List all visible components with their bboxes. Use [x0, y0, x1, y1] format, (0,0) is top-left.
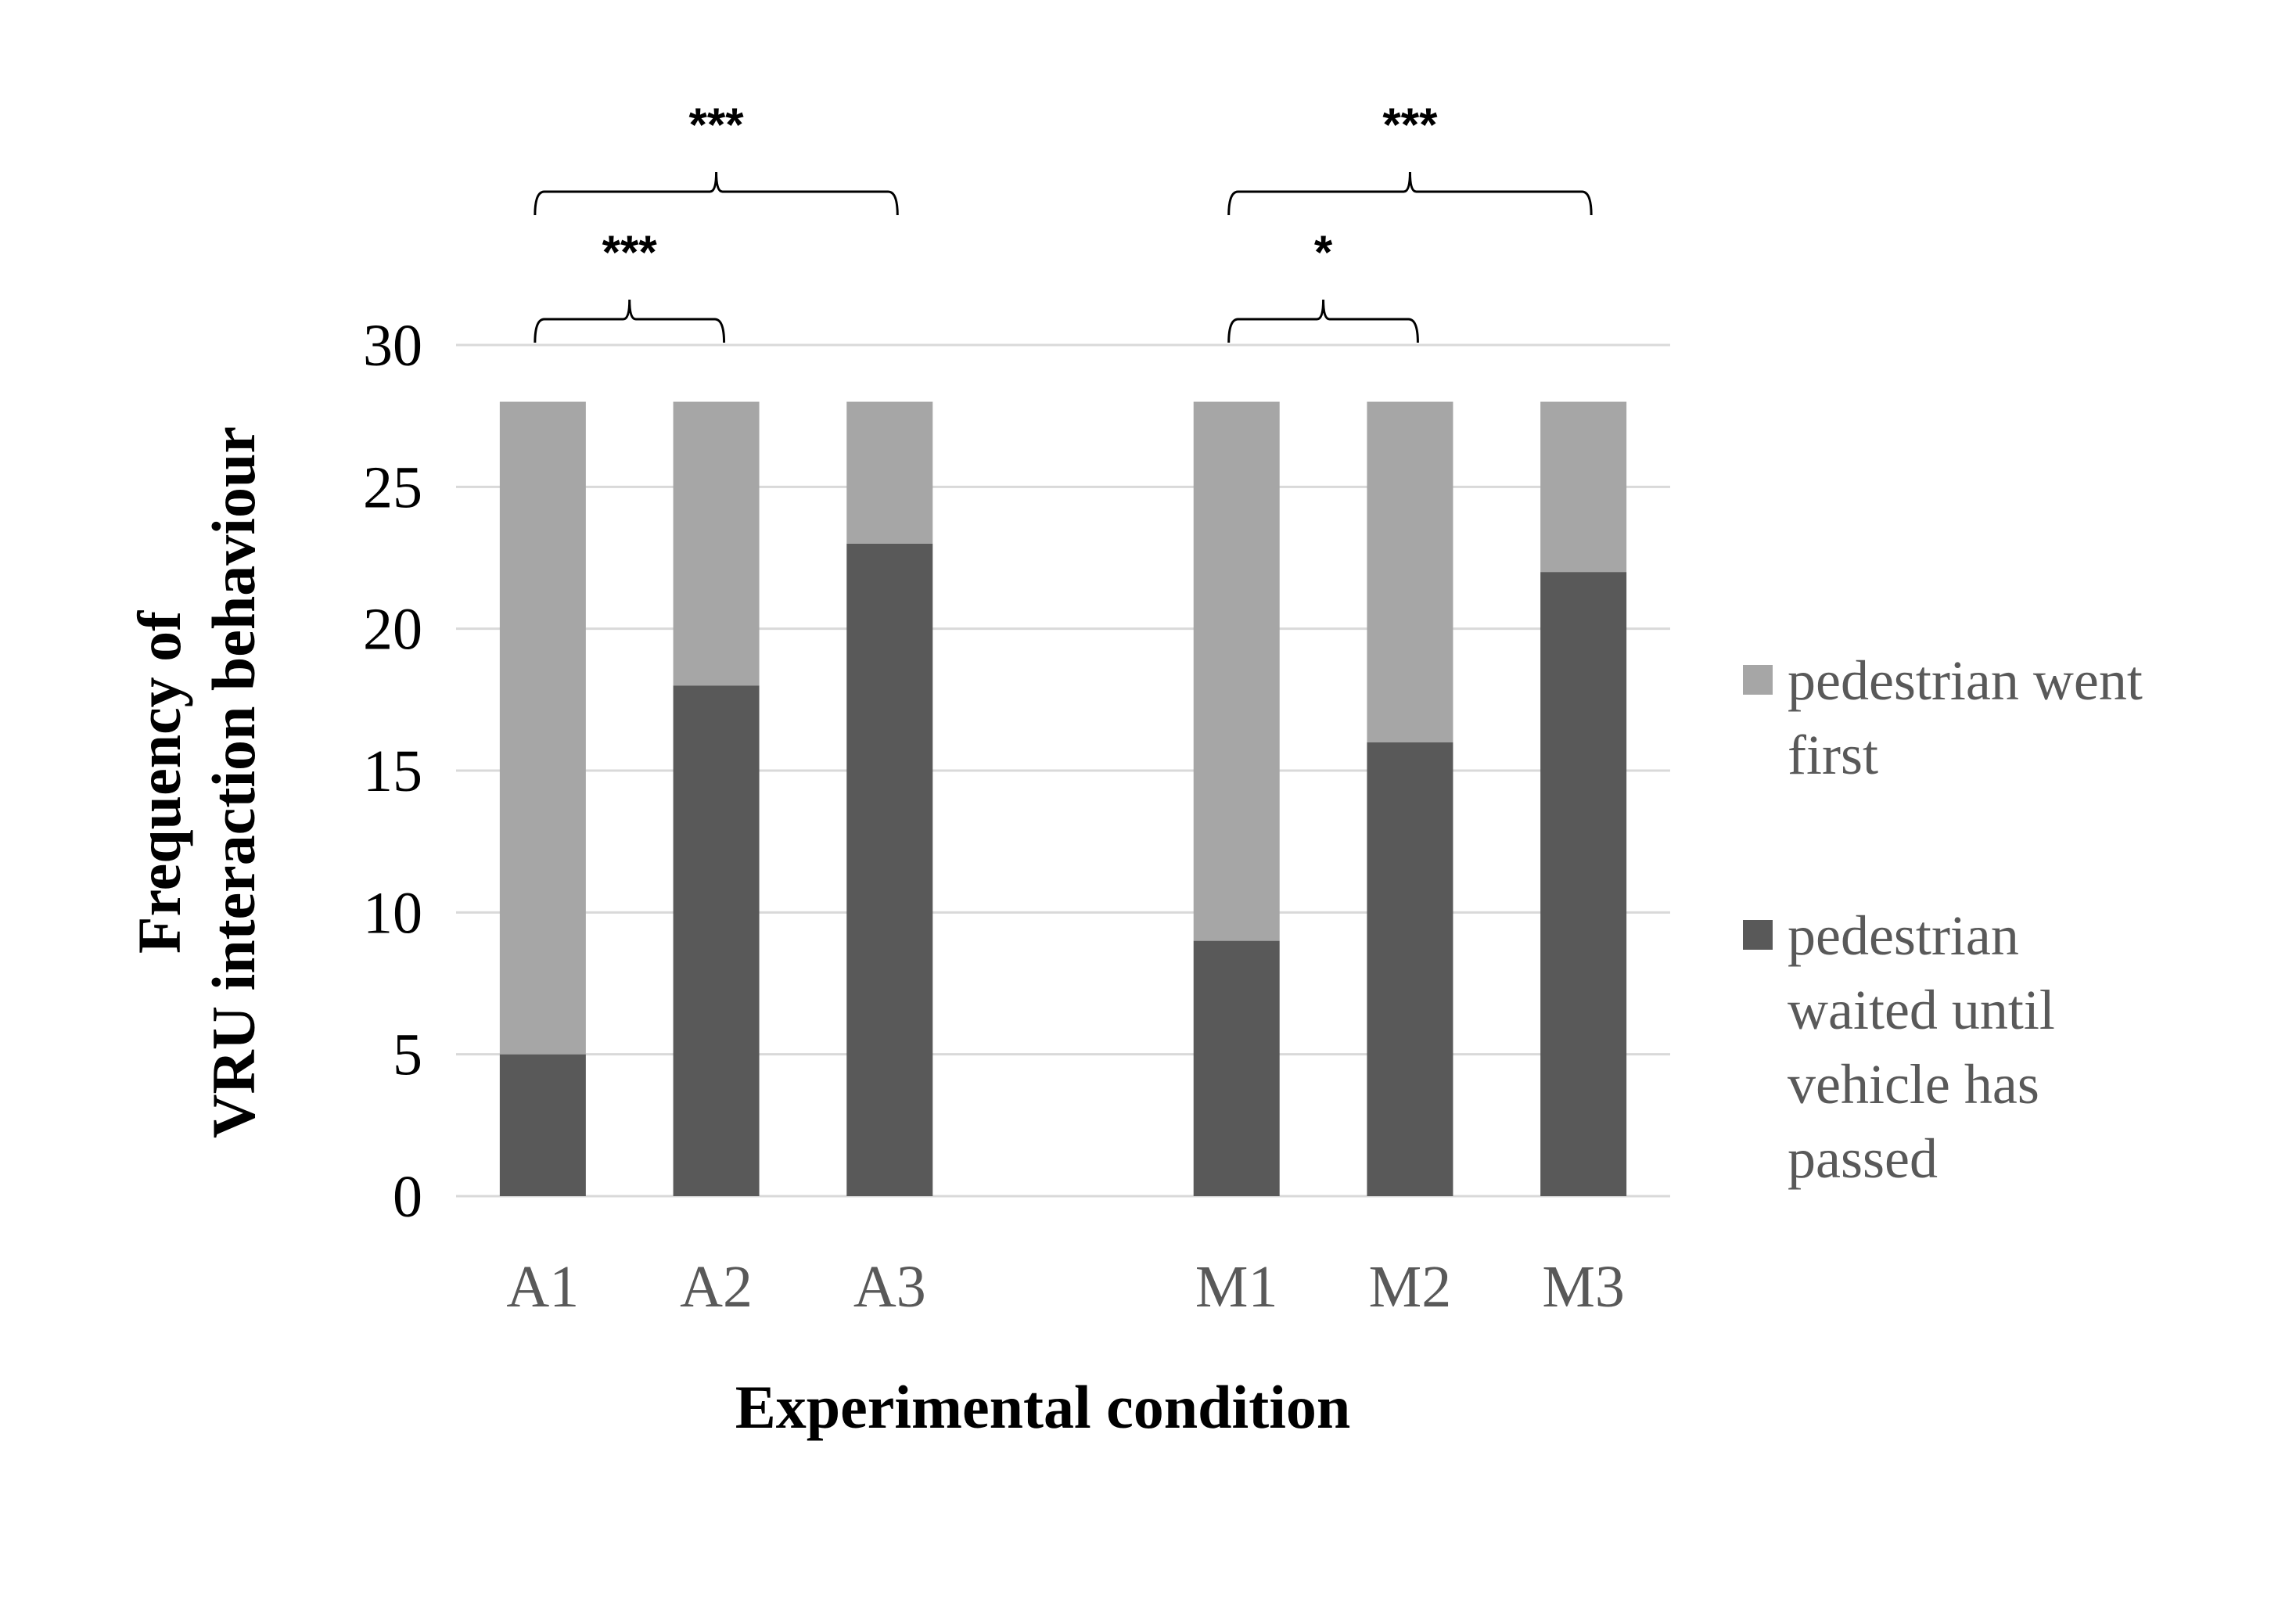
significance-bracket: [534, 299, 726, 343]
x-category-label: A2: [680, 1254, 753, 1320]
bar-segment-M1: [1193, 940, 1280, 1196]
significance-bracket: [534, 171, 899, 216]
x-category-label: M2: [1369, 1254, 1452, 1320]
y-axis-title-line-1: Frequency of: [125, 610, 193, 954]
bars: [499, 401, 1627, 1196]
significance-label: ***: [689, 99, 745, 151]
legend-label: passed: [1788, 1127, 1938, 1190]
significance-bracket: [1227, 171, 1593, 216]
gridlines: [456, 343, 1670, 1198]
significance-annotations: **********: [534, 99, 1593, 343]
y-tick-label: 5: [393, 1022, 422, 1088]
y-axis-title: Frequency of VRU interaction behaviour: [125, 426, 268, 1138]
bar-segment-A3: [846, 543, 933, 1196]
y-tick-label: 25: [363, 455, 422, 520]
legend: pedestrian went first pedestrian waited unt…: [1743, 649, 2143, 1190]
y-tick-label: 20: [363, 597, 422, 663]
legend-label: pedestrian went: [1788, 649, 2143, 712]
legend-label: first: [1788, 724, 1878, 786]
legend-label: waited until: [1788, 979, 2055, 1041]
bar-segment-M1: [1193, 401, 1280, 941]
legend-swatch: [1743, 920, 1773, 950]
y-tick-label: 30: [363, 313, 422, 379]
bar-segment-M2: [1367, 401, 1453, 742]
x-category-label: M3: [1542, 1254, 1625, 1320]
bar-segment-M3: [1540, 401, 1627, 573]
legend-swatch: [1743, 665, 1773, 695]
legend-label: pedestrian: [1788, 904, 2019, 967]
x-category-label: M1: [1195, 1254, 1278, 1320]
y-tick-labels: 0 5 10 15 20 25 30: [363, 313, 422, 1230]
significance-bracket: [1227, 299, 1419, 343]
x-axis-title: Experimental condition: [735, 1373, 1351, 1441]
y-tick-label: 15: [363, 739, 422, 804]
bar-segment-A1: [499, 1054, 586, 1196]
bar-segment-A2: [673, 685, 760, 1196]
significance-label: *: [1314, 226, 1333, 279]
significance-label: ***: [602, 226, 658, 279]
y-tick-label: 0: [393, 1164, 422, 1230]
bar-segment-M2: [1367, 742, 1453, 1196]
x-category-label: A3: [853, 1254, 926, 1320]
x-category-labels: A1 A2 A3 M1 M2 M3: [506, 1254, 1625, 1320]
bar-segment-A2: [673, 401, 760, 686]
significance-label: ***: [1382, 99, 1438, 151]
legend-label: vehicle has: [1788, 1053, 2039, 1116]
bar-segment-A1: [499, 401, 586, 1055]
bar-segment-M3: [1540, 572, 1627, 1196]
x-category-label: A1: [506, 1254, 579, 1320]
bar-segment-A3: [846, 401, 933, 544]
y-tick-label: 10: [363, 880, 422, 946]
y-axis-title-line-2: VRU interaction behaviour: [199, 426, 268, 1138]
